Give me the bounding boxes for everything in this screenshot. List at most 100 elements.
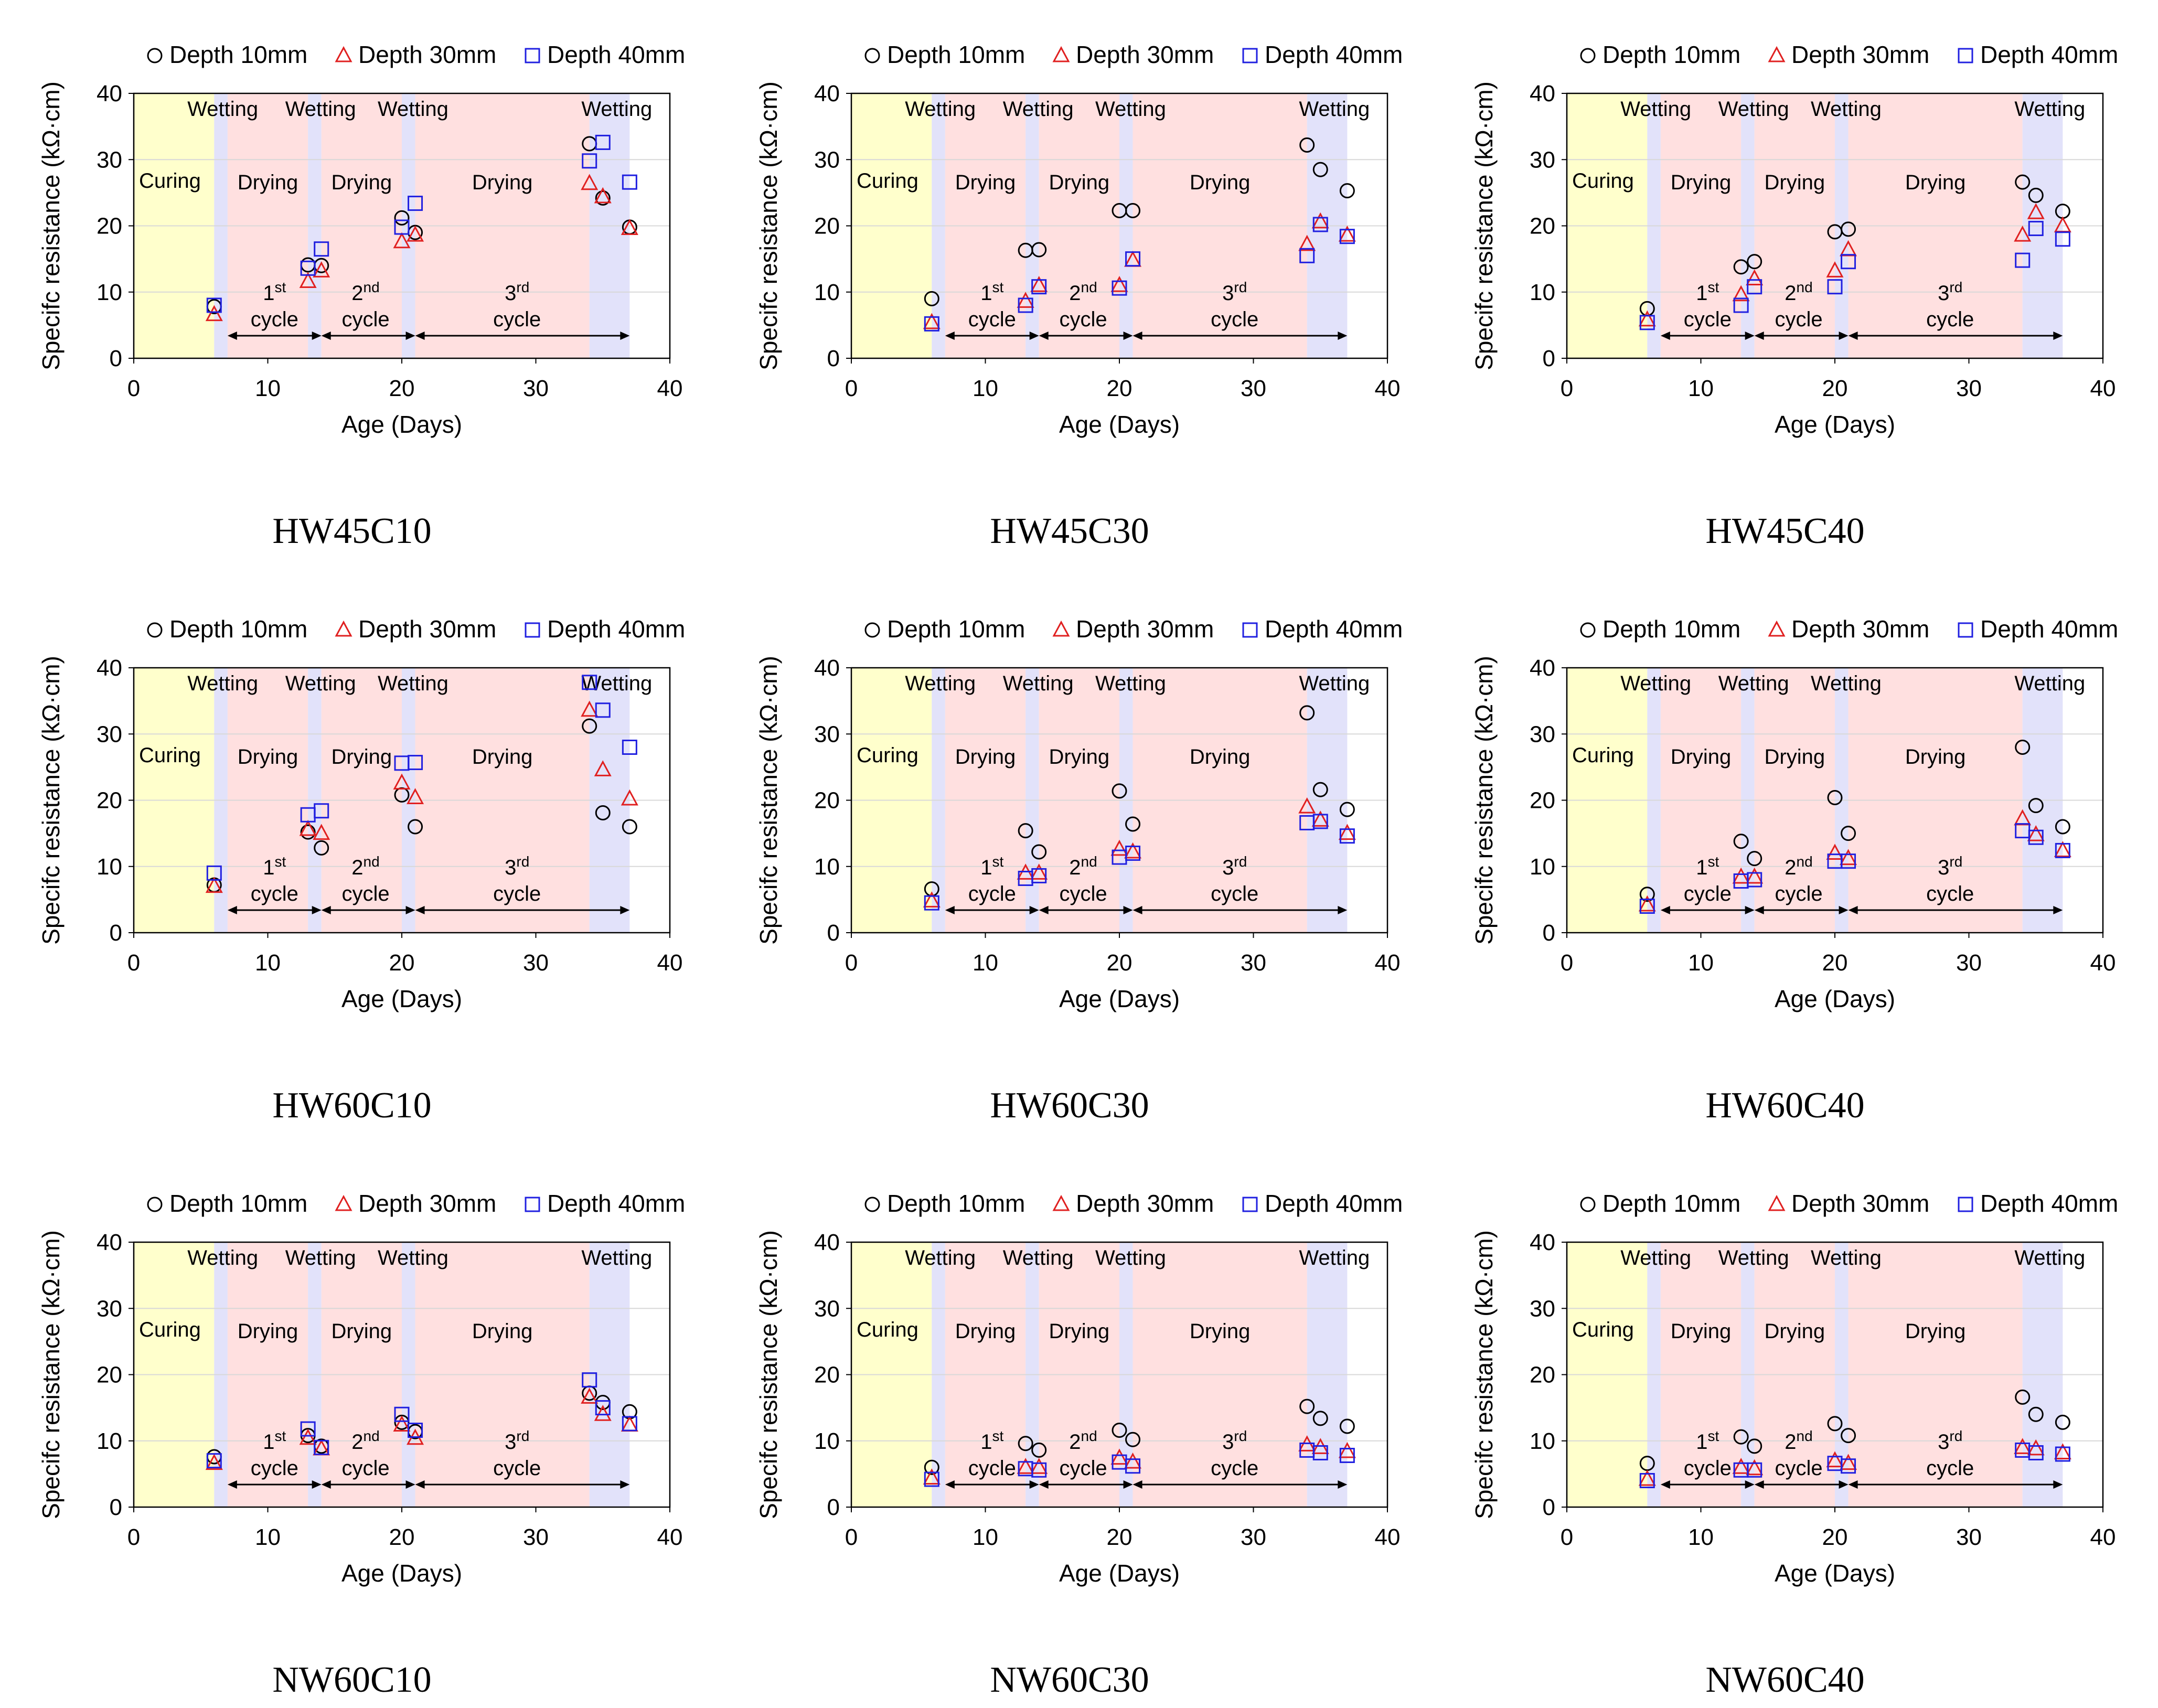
point-circle-37: [1339, 802, 1355, 817]
point-triangle-20: [1826, 1451, 1844, 1468]
cycle-number-suffix: rd: [1234, 853, 1247, 870]
cycle-number-3: 3rd: [1222, 279, 1247, 305]
point-triangle-21: [1840, 849, 1857, 866]
x-axis-label: Age (Days): [341, 1560, 462, 1587]
y-tick-label: 40: [97, 655, 122, 681]
point-triangle-20: [1110, 1448, 1128, 1465]
point-square-21: [1125, 251, 1141, 267]
phase-label-drying-3: Drying: [1905, 745, 1966, 768]
y-axis-label: Specifc resistance (kΩ·cm): [37, 656, 65, 945]
cycle-arrow-2-head-left: [1754, 332, 1764, 340]
y-axis-label: Specifc resistance (kΩ·cm): [1470, 1230, 1498, 1519]
point-triangle-20: [1826, 844, 1844, 860]
cycle-number-digit: 3: [1222, 1431, 1234, 1454]
y-tick-label: 10: [97, 854, 122, 880]
cycle-arrow-1-head-right: [312, 906, 322, 914]
cycle-word-1: cycle: [1684, 308, 1732, 331]
cycle-number-digit: 3: [1222, 856, 1234, 879]
cycle-arrow-2-head-right: [405, 906, 415, 914]
cycle-word-1: cycle: [968, 1457, 1016, 1480]
cycle-number-suffix: st: [1708, 1428, 1719, 1444]
chart-hw60c30: 0 10 20 30 40 0 10 20 30 40 Age (Days) Specifc resi…: [755, 615, 1403, 1126]
point-circle-35: [595, 805, 611, 820]
phase-label-wetting-1: Wetting: [905, 1246, 976, 1269]
point-circle-34: [2015, 740, 2031, 755]
x-tick-label: 40: [657, 950, 683, 976]
x-axis-label: Age (Days): [1775, 1560, 1895, 1587]
phase-label-wetting-3: Wetting: [1811, 1246, 1882, 1269]
phase-label-drying-3: Drying: [1905, 171, 1966, 194]
point-circle-13: [300, 824, 316, 840]
phase-label-wetting-2: Wetting: [285, 98, 356, 121]
cycle-arrow-2-head-right: [1839, 332, 1849, 340]
point-circle-35: [2028, 798, 2044, 814]
chart-hw45c30: 0 10 20 30 40 0 10 20 30 40 Age (Days) Specifc resi…: [755, 41, 1403, 551]
y-tick-label: 0: [110, 1494, 122, 1520]
cycle-number-2: 2nd: [1785, 279, 1812, 305]
phase-label-drying-2: Drying: [332, 171, 392, 194]
cycle-arrow-3-head-right: [1338, 1480, 1348, 1489]
cycle-word-3: cycle: [1211, 1457, 1258, 1480]
point-square-35: [2028, 221, 2044, 237]
cycle-number-suffix: rd: [1949, 1428, 1962, 1444]
point-circle-35: [2028, 187, 2044, 203]
phase-label-wetting-3: Wetting: [378, 1246, 448, 1269]
phase-label-wetting-1: Wetting: [1620, 98, 1691, 121]
x-tick-label: 20: [1107, 376, 1133, 401]
point-triangle-6: [923, 313, 941, 329]
cycle-arrow-2-head-right: [1123, 332, 1133, 340]
cycle-number-1: 1st: [980, 279, 1003, 305]
legend-marker-circle: [147, 48, 163, 63]
x-tick-label: 20: [1822, 376, 1848, 401]
x-tick-label: 40: [2090, 950, 2116, 976]
cycle-number-suffix: nd: [364, 279, 380, 295]
point-square-35: [595, 1400, 611, 1416]
cycle-word-1: cycle: [251, 882, 298, 905]
point-triangle-34: [1298, 797, 1316, 814]
phase-label-wetting-3: Wetting: [1095, 1246, 1166, 1269]
x-tick-label: 30: [1241, 950, 1266, 976]
point-square-21: [1125, 846, 1141, 861]
cycle-number-2: 2nd: [1069, 853, 1097, 880]
cycle-word-2: cycle: [341, 308, 389, 331]
cycle-number-suffix: st: [992, 1428, 1004, 1444]
y-tick-label: 10: [814, 280, 840, 305]
cycle-number-suffix: nd: [1797, 1428, 1813, 1444]
point-triangle-37: [1338, 824, 1356, 840]
cycle-word-3: cycle: [493, 308, 541, 331]
y-tick-label: 10: [97, 1428, 122, 1454]
point-circle-14: [1747, 1438, 1762, 1454]
cycle-word-1: cycle: [968, 882, 1016, 905]
cycle-number-digit: 1: [980, 282, 992, 305]
cycle-arrow-1-head-left: [945, 332, 955, 340]
legend-label-1: Depth 10mm: [887, 1190, 1025, 1217]
point-triangle-34: [2014, 1438, 2032, 1454]
phase-label-wetting-2: Wetting: [1003, 98, 1074, 121]
point-square-6: [206, 1453, 222, 1469]
cycle-number-digit: 3: [1938, 1431, 1949, 1454]
legend-label-1: Depth 10mm: [1603, 41, 1740, 68]
point-circle-34: [1299, 137, 1315, 153]
cycle-arrow-3-head-right: [2053, 906, 2063, 914]
point-square-6: [924, 1471, 939, 1487]
phase-label-drying-2: Drying: [332, 1320, 392, 1343]
y-tick-label: 20: [97, 214, 122, 239]
y-tick-label: 10: [1530, 1428, 1555, 1454]
cycle-number-1: 1st: [1696, 853, 1719, 880]
point-circle-35: [2028, 1406, 2044, 1422]
point-circle-21: [1841, 221, 1856, 237]
cycle-word-1: cycle: [1684, 882, 1732, 905]
point-square-6: [924, 895, 939, 911]
y-tick-label: 0: [1543, 920, 1555, 946]
x-axis-label: Age (Days): [1059, 1560, 1180, 1587]
cycle-number-suffix: nd: [1797, 279, 1813, 295]
x-tick-label: 20: [1822, 1524, 1848, 1550]
cycle-number-1: 1st: [263, 1428, 286, 1454]
point-square-6: [1639, 1473, 1655, 1488]
cycle-number-suffix: nd: [1081, 853, 1097, 870]
phase-label-drying-3: Drying: [472, 1320, 533, 1343]
cycle-number-2: 2nd: [1785, 1428, 1812, 1454]
cycle-number-suffix: rd: [1949, 853, 1962, 870]
legend-marker-square: [525, 622, 540, 638]
legend-label-1: Depth 10mm: [169, 1190, 307, 1217]
